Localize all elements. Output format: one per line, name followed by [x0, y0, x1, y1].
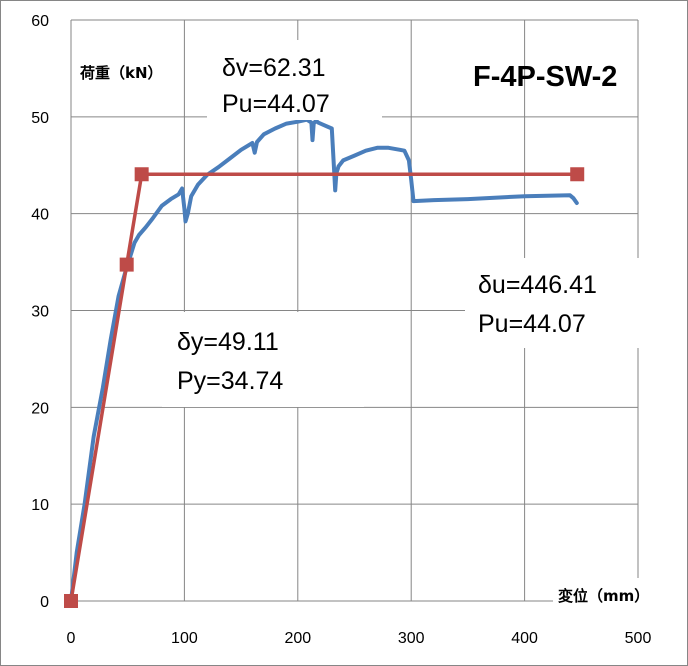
chart-title: F-4P-SW-2	[473, 61, 617, 93]
ultimate-annotation-line-2: Pu=44.07	[478, 310, 586, 338]
marker-layer	[64, 167, 585, 608]
experimental-line	[69, 117, 579, 603]
y-tick-label: 20	[31, 400, 49, 417]
bilinear-marker	[119, 257, 134, 272]
bilinear-marker	[134, 167, 149, 182]
y-tick-label: 50	[31, 110, 49, 127]
yield-annotation-line-1: δy=49.11	[177, 328, 279, 356]
y-tick-label: 0	[40, 594, 49, 611]
x-axis-label: 変位（mm）	[558, 587, 649, 605]
x-tick-label: 200	[284, 630, 311, 647]
peak-annotation-box	[207, 40, 382, 120]
x-tick-label: 500	[625, 630, 652, 647]
series-layer	[69, 117, 579, 603]
x-tick-label: 400	[511, 630, 538, 647]
x-tick-label: 100	[171, 630, 198, 647]
peak-annotation-line-1: δv=62.31	[222, 54, 326, 82]
x-tick-label: 300	[398, 630, 425, 647]
bilinear-marker	[64, 594, 78, 608]
ultimate-annotation-box	[465, 258, 643, 348]
peak-annotation-line-2: Pu=44.07	[222, 90, 330, 118]
bilinear-marker	[570, 167, 585, 182]
y-tick-label: 30	[31, 304, 49, 321]
x-tick-label: 0	[67, 630, 76, 647]
y-tick-label: 10	[31, 497, 49, 514]
y-axis-label-box	[76, 55, 183, 87]
yield-annotation-line-2: Py=34.74	[177, 367, 283, 395]
yield-annotation-box	[162, 312, 364, 407]
axes: 0 10 20 30 40 50 60 0 100 200 300 400 500	[31, 13, 651, 647]
y-tick-label: 40	[31, 207, 49, 224]
y-axis-label: 荷重（kN）	[80, 64, 163, 82]
y-tick-label: 60	[31, 13, 49, 30]
ultimate-annotation-line-1: δu=446.41	[478, 271, 597, 299]
x-axis-label-box	[553, 578, 683, 610]
bilinear-line	[69, 172, 579, 603]
